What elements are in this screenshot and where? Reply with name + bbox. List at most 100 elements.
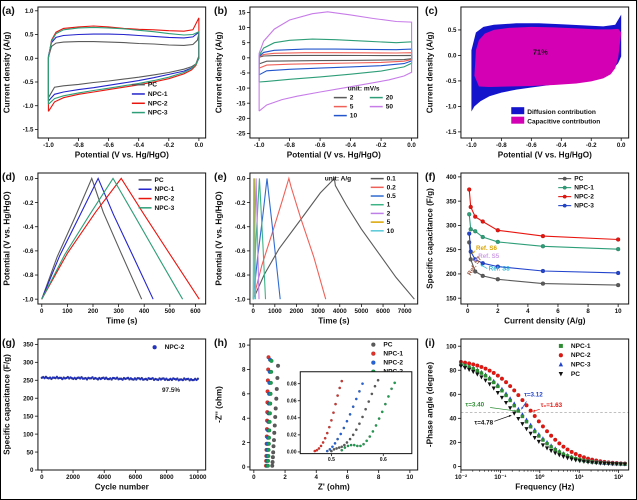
panel-h: 0 2 4 6 8 10 0 2 4 6 8 10 Z' (ohm) -Z'' (ohm) (h) PC NPC… <box>213 333 425 499</box>
svg-text:10⁻²: 10⁻² <box>455 474 467 481</box>
svg-text:8: 8 <box>377 474 381 481</box>
svg-text:-0.8: -0.8 <box>284 142 295 149</box>
svg-text:NPC-1: NPC-1 <box>155 186 175 193</box>
svg-text:400: 400 <box>446 174 457 181</box>
svg-text:Capacitive contribution: Capacitive contribution <box>528 119 601 126</box>
svg-text:NPC-1: NPC-1 <box>575 185 595 192</box>
svg-text:NPC-3: NPC-3 <box>571 362 591 369</box>
svg-text:10¹: 10¹ <box>575 474 584 481</box>
svg-text:(e): (e) <box>214 172 227 183</box>
svg-text:5: 5 <box>386 219 390 226</box>
svg-text:-0.8: -0.8 <box>234 272 245 279</box>
svg-text:20: 20 <box>385 95 393 102</box>
svg-text:0: 0 <box>251 308 255 315</box>
svg-text:0: 0 <box>466 308 470 315</box>
series-npc-1 <box>313 379 343 453</box>
panel-g: 0 2000 4000 6000 8000 10000 0 50 100 150 200 250 300… <box>1 333 213 499</box>
svg-text:(f): (f) <box>425 172 435 183</box>
svg-text:(d): (d) <box>2 172 15 183</box>
svg-text:0.5: 0.5 <box>386 193 395 200</box>
svg-text:-0.4: -0.4 <box>345 142 356 149</box>
svg-text:Potential (V vs. Hg/HgO): Potential (V vs. Hg/HgO) <box>2 191 11 286</box>
svg-text:600: 600 <box>190 308 201 315</box>
svg-text:300: 300 <box>446 223 457 230</box>
svg-text:-1.5: -1.5 <box>23 127 34 134</box>
svg-text:-0.2: -0.2 <box>375 142 386 149</box>
svg-text:150: 150 <box>23 413 34 420</box>
svg-text:5: 5 <box>242 40 246 47</box>
svg-text:200: 200 <box>446 271 457 278</box>
svg-text:τ=3.12: τ=3.12 <box>524 392 543 399</box>
svg-text:0.08: 0.08 <box>286 381 296 387</box>
svg-text:unit: mV/s: unit: mV/s <box>347 86 379 93</box>
svg-text:0.5: 0.5 <box>328 457 335 463</box>
svg-text:PC: PC <box>148 82 157 89</box>
svg-text:8: 8 <box>587 308 591 315</box>
svg-text:NPC-2: NPC-2 <box>571 352 591 359</box>
panel-i: 10⁻² 10⁻¹ 10⁰ 10¹ 10² 0 20 40 60 80 100 Frequency (… <box>424 333 636 499</box>
chart-d: 0 100 200 300 400 500 600 0.0 -0.2 -0.4 -0.6 -0.8 -1… <box>2 172 207 326</box>
panel-e: 0 1000 2000 3000 4000 5000 6000 7000 0.0 -0.2 -0.4… <box>213 167 425 333</box>
series-npc-2 <box>325 382 364 453</box>
chart-f: 0 2 4 6 8 10 150 200 250 300 350 400 Current density… <box>425 172 630 326</box>
svg-text:350: 350 <box>446 198 457 205</box>
panel-c: -1.0 -0.8 -0.6 -0.4 -0.2 0.0 -1.5 -1.0 -0.5 0.0 0.… <box>424 1 636 167</box>
svg-text:Current density (A/g): Current density (A/g) <box>214 31 223 113</box>
svg-text:0.0: 0.0 <box>195 142 204 149</box>
svg-text:0.0: 0.0 <box>25 176 34 183</box>
svg-text:-1.0: -1.0 <box>23 296 34 303</box>
svg-text:Current density (A/g): Current density (A/g) <box>2 31 11 113</box>
svg-text:PC: PC <box>575 176 584 183</box>
svg-text:Specific capacitance (F/g): Specific capacitance (F/g) <box>426 188 435 289</box>
svg-text:Ref. S5: Ref. S5 <box>479 253 501 260</box>
svg-text:-0.6: -0.6 <box>314 142 325 149</box>
svg-text:NPC-2: NPC-2 <box>383 360 403 367</box>
svg-text:350: 350 <box>23 342 34 349</box>
svg-text:250: 250 <box>23 377 34 384</box>
svg-text:1.0: 1.0 <box>25 8 34 15</box>
svg-text:0: 0 <box>242 55 246 62</box>
svg-text:5: 5 <box>349 104 353 111</box>
svg-text:6000: 6000 <box>376 308 390 315</box>
series-npc-3 <box>47 26 200 105</box>
svg-text:NPC-2: NPC-2 <box>575 194 595 201</box>
svg-text:300: 300 <box>23 360 34 367</box>
svg-text:5000: 5000 <box>354 308 368 315</box>
svg-text:8: 8 <box>242 367 246 374</box>
svg-text:10: 10 <box>238 25 245 32</box>
legend: PC NPC-1 NPC-2 NPC-3 <box>131 82 168 117</box>
svg-text:-1.0: -1.0 <box>43 142 54 149</box>
svg-text:4000: 4000 <box>97 474 111 481</box>
svg-text:PC: PC <box>571 371 580 378</box>
legend: unit: mV/s 2 5 10 20 50 <box>333 86 393 120</box>
svg-text:20: 20 <box>450 440 457 447</box>
svg-text:-1.5: -1.5 <box>446 129 457 136</box>
legend: NPC-2 <box>152 344 185 351</box>
svg-text:0: 0 <box>40 308 44 315</box>
svg-text:2000: 2000 <box>289 308 303 315</box>
chart-c: -1.0 -0.8 -0.6 -0.4 -0.2 0.0 -1.5 -1.0 -0.5 0.0 0.… <box>425 6 630 160</box>
svg-text:7000: 7000 <box>397 308 411 315</box>
series-pc <box>41 176 143 300</box>
svg-text:τ₀=1.63: τ₀=1.63 <box>541 402 563 409</box>
svg-text:4000: 4000 <box>333 308 347 315</box>
svg-text:10: 10 <box>406 474 413 481</box>
svg-text:Potential (V vs. Hg/HgO): Potential (V vs. Hg/HgO) <box>498 150 592 159</box>
legend: PC NPC-1 NPC-2 NPC-3 <box>138 177 175 212</box>
series-npc-3 <box>41 177 184 300</box>
svg-text:(g): (g) <box>2 338 15 349</box>
panel-f: 0 2 4 6 8 10 150 200 250 300 350 400 Current density… <box>424 167 636 333</box>
svg-text:0.0: 0.0 <box>448 53 457 60</box>
series-npc-2 <box>41 177 200 300</box>
svg-text:-0.8: -0.8 <box>73 142 84 149</box>
svg-text:-0.4: -0.4 <box>556 142 567 149</box>
svg-text:Potential (V vs. Hg/HgO): Potential (V vs. Hg/HgO) <box>286 150 380 159</box>
svg-text:-0.6: -0.6 <box>234 248 245 255</box>
svg-text:2: 2 <box>349 95 353 102</box>
legend: unit: A/g 0.10.2 0.5 12 5 10 <box>324 176 395 235</box>
svg-text:0.0: 0.0 <box>25 55 34 62</box>
svg-text:τ=4.78: τ=4.78 <box>475 419 494 426</box>
series-npc-1 <box>467 212 621 252</box>
series-0-2 <box>252 176 326 300</box>
svg-text:0: 0 <box>242 464 246 471</box>
